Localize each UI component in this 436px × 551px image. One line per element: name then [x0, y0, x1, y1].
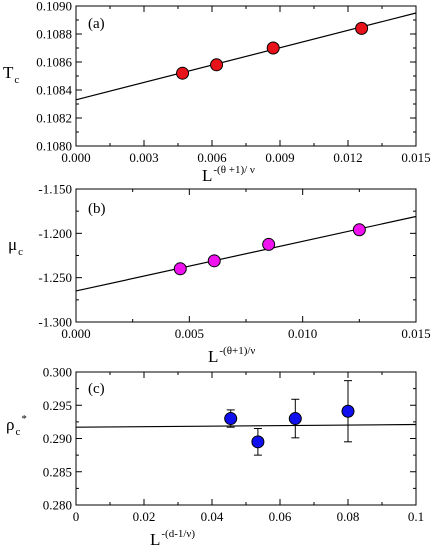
x-tick-label: 0.1: [408, 509, 424, 524]
x-axis-label-superscript: -(θ+1)/ν: [219, 345, 255, 357]
y-axis-label-main: ρ: [6, 415, 14, 434]
panel-label: (b): [88, 201, 106, 217]
x-tick-label: 0.04: [201, 509, 224, 524]
y-tick-label: 0.300: [43, 365, 72, 380]
panel-label: (c): [88, 381, 105, 397]
x-tick-label: 0.012: [333, 150, 362, 165]
x-tick-label: 0: [73, 509, 80, 524]
x-axis-label: L-(θ +1)/ ν: [202, 164, 255, 185]
plot-frame: [75, 188, 417, 323]
data-point: [355, 21, 369, 35]
data-point: [266, 41, 280, 55]
panel-1: 0.000 0.003 0.006 0.009 0.012 0.015 0.1080 0.10…: [3, 0, 431, 185]
x-axis-label: L-(θ+1)/ν: [208, 345, 255, 366]
panel-label: (a): [88, 16, 105, 32]
x-axis-label-main: L: [202, 166, 212, 185]
data-point: [210, 58, 224, 72]
x-tick-label: 0.010: [288, 326, 317, 341]
y-tick-label: 0.1084: [36, 83, 72, 98]
x-tick-label: 0.015: [401, 326, 430, 341]
y-tick-label: 0.280: [43, 498, 72, 513]
y-tick-label: 0.285: [43, 464, 72, 479]
y-axis-label-superscript: *: [21, 413, 27, 425]
x-tick-label: 0.000: [61, 150, 90, 165]
y-axis-label-subscript: c: [14, 74, 19, 86]
x-axis-label-superscript: -(θ +1)/ ν: [213, 164, 255, 176]
y-axis-label: μc: [8, 235, 23, 258]
y-tick-label: 0.1080: [36, 139, 72, 154]
panel-3: 0 0.02 0.04 0.06 0.08 0.1 0.280 0.285 0.290 0.295…: [6, 365, 424, 550]
x-tick-label: 0.005: [175, 326, 204, 341]
x-tick-label: 0.015: [401, 150, 430, 165]
y-tick-label: 0.1086: [36, 55, 72, 70]
y-axis-label: ρc*: [6, 413, 27, 438]
data-point: [251, 435, 265, 449]
plot-frame: [75, 371, 417, 506]
x-axis-label-main: L: [150, 530, 160, 549]
y-tick-label: -1.250: [38, 270, 72, 285]
x-tick-label: 0.06: [269, 509, 292, 524]
data-point: [207, 254, 221, 268]
y-axis-label-main: T: [3, 63, 14, 82]
data-point: [262, 237, 276, 251]
x-axis-label-main: L: [208, 347, 218, 366]
y-axis-label: Tc: [3, 63, 19, 86]
fit-line: [75, 423, 417, 428]
x-tick-label: 0.009: [265, 150, 294, 165]
y-tick-label: 0.1088: [36, 27, 72, 42]
y-axis-label-subscript: c: [15, 426, 20, 438]
y-tick-label: 0.1082: [36, 111, 72, 126]
data-point: [352, 223, 366, 237]
x-tick-label: 0.000: [61, 326, 90, 341]
y-axis-label-subscript: c: [18, 246, 23, 258]
x-tick-label: 0.02: [133, 509, 156, 524]
x-tick-label: 0.08: [337, 509, 360, 524]
data-point: [224, 412, 238, 426]
y-tick-label: -1.150: [38, 182, 72, 197]
y-tick-label: -1.200: [38, 226, 72, 241]
data-point: [176, 66, 190, 80]
data-point: [288, 412, 302, 426]
y-tick-label: 0.290: [43, 431, 72, 446]
x-tick-label: 0.006: [197, 150, 227, 165]
y-tick-label: 0.1090: [36, 0, 72, 14]
y-tick-label: 0.295: [43, 398, 72, 413]
y-tick-label: -1.300: [38, 315, 72, 330]
y-axis-label-main: μ: [8, 235, 17, 254]
x-axis-label-superscript: -(d-1/ν): [161, 528, 195, 540]
x-axis-label: L-(d-1/ν): [150, 528, 195, 549]
data-point: [173, 262, 187, 276]
x-tick-label: 0.003: [129, 150, 158, 165]
data-point: [341, 404, 355, 418]
panel-2: 0.000 0.005 0.010 0.015 -1.300 -1.250 -1.200 -1…: [8, 182, 431, 367]
